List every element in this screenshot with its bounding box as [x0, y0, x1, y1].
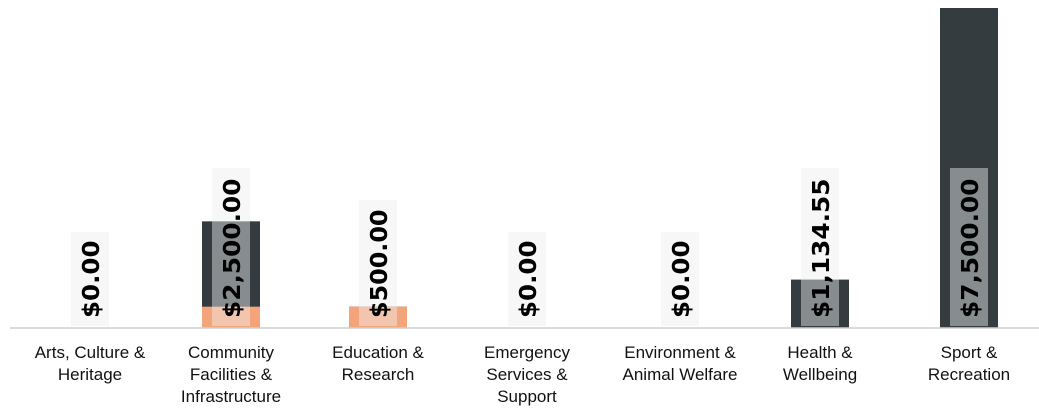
data-label: $0.00 — [79, 241, 105, 319]
bar-total — [791, 279, 849, 328]
data-label-box — [71, 232, 109, 326]
x-tick-label: Education & Research — [332, 343, 424, 384]
bar-secondary — [349, 306, 407, 328]
x-tick-label: Health & Wellbeing — [782, 343, 858, 384]
data-label: $1,134.55 — [809, 179, 835, 319]
bar-total — [940, 8, 998, 328]
x-tick-label: Community Facilities & Infrastructure — [180, 343, 282, 406]
data-label-box — [508, 232, 546, 326]
data-label: $0.00 — [516, 241, 542, 319]
x-tick-label: Sport & Recreation — [927, 343, 1011, 384]
data-label: $500.00 — [367, 210, 393, 319]
data-label-box — [359, 200, 397, 326]
data-label: $7,500.00 — [958, 179, 984, 319]
data-label-box — [801, 168, 839, 326]
x-tick-label: Environment & Animal Welfare — [622, 343, 738, 384]
bar-secondary — [202, 306, 260, 328]
data-label: $0.00 — [669, 241, 695, 319]
data-label-box — [661, 232, 699, 326]
x-tick-label: Emergency Services & Support — [484, 343, 570, 406]
x-tick-label: Arts, Culture & Heritage — [34, 343, 146, 384]
data-label-box — [950, 168, 988, 326]
data-label-box — [212, 168, 250, 326]
data-label: $2,500.00 — [220, 179, 246, 319]
